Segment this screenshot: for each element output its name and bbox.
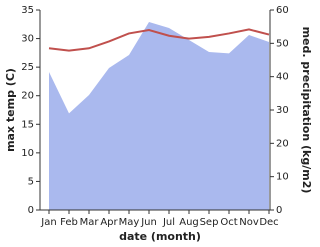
- x-tick-label: Nov: [239, 217, 259, 228]
- temperature-line: [48, 28, 270, 52]
- x-tick-label: Apr: [100, 217, 118, 228]
- y2-axis-title: med. precipitation (kg/m2): [300, 27, 313, 194]
- y2-tick-label: 40: [276, 72, 289, 83]
- y2-tick-label: 20: [276, 138, 289, 149]
- y2-tick-label: 60: [276, 5, 289, 16]
- y-tick-label: 35: [21, 5, 34, 16]
- y-tick-label: 5: [28, 176, 34, 187]
- y-tick-label: 10: [21, 148, 34, 159]
- precipitation-area: [49, 22, 269, 210]
- x-tick-label: Dec: [259, 217, 278, 228]
- x-tick-label: Feb: [60, 217, 78, 228]
- y2-tick-label: 0: [276, 205, 282, 216]
- x-axis-title: date (month): [119, 230, 201, 243]
- y2-tick-label: 10: [276, 172, 289, 183]
- x-tick-label: Aug: [179, 217, 199, 228]
- x-tick-label: Oct: [220, 217, 237, 228]
- y2-tick-label: 30: [276, 105, 289, 116]
- x-tick-label: Jan: [40, 217, 56, 228]
- y-tick-label: 20: [21, 91, 34, 102]
- y-tick-label: 25: [21, 62, 34, 73]
- y-tick-label: 0: [28, 205, 34, 216]
- x-tick-label: Mar: [80, 217, 100, 228]
- x-tick-label: Jun: [140, 217, 157, 228]
- y-tick-label: 30: [21, 34, 34, 45]
- x-tick-label: Jul: [162, 217, 175, 228]
- x-tick-label: May: [119, 217, 140, 228]
- y2-tick-label: 50: [276, 38, 289, 49]
- y-tick-label: 15: [21, 119, 34, 130]
- x-tick-label: Sep: [200, 217, 219, 228]
- y-axis-title: max temp (C): [4, 68, 17, 152]
